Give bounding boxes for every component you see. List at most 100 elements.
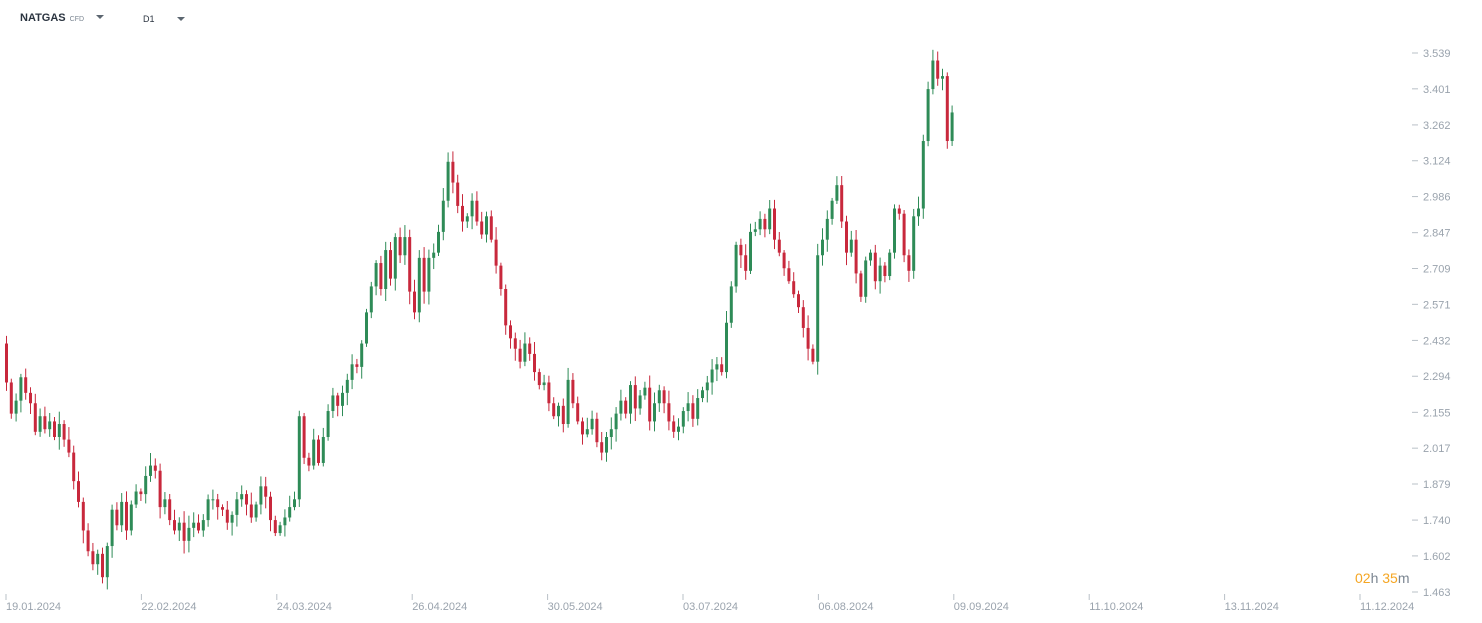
- candle-body: [513, 338, 517, 349]
- candle: [581, 417, 584, 445]
- candle-body: [941, 76, 944, 79]
- candle-body: [86, 530, 90, 552]
- candle: [849, 230, 853, 257]
- candle: [77, 471, 80, 508]
- candle-body: [389, 250, 392, 279]
- countdown-m-unit: m: [1397, 570, 1410, 586]
- time-tick-label: 06.08.2024: [818, 601, 873, 613]
- candle-body: [326, 411, 330, 437]
- candle: [91, 542, 95, 571]
- candle-body: [341, 392, 344, 406]
- candle-body: [451, 161, 455, 183]
- candle: [777, 231, 781, 257]
- candle: [38, 408, 42, 437]
- candle: [264, 476, 268, 509]
- candle: [101, 547, 104, 584]
- candle-body: [125, 501, 128, 531]
- candle-body: [667, 403, 671, 422]
- candle: [307, 452, 311, 472]
- candle-body: [806, 327, 810, 349]
- candle: [629, 381, 632, 424]
- candle-body: [691, 403, 695, 419]
- candle: [163, 492, 167, 515]
- candle-body: [336, 395, 340, 406]
- chart-toolbar: NATGAS CFD D1: [0, 0, 1482, 40]
- candle: [398, 227, 402, 264]
- candle: [648, 375, 652, 431]
- candle: [528, 337, 532, 361]
- candle-body: [19, 377, 23, 401]
- candle-body: [816, 255, 820, 362]
- timeframe-selector[interactable]: D1: [143, 14, 185, 24]
- price-tick-label: 3.539: [1423, 48, 1451, 60]
- time-tick-label: 03.07.2024: [683, 601, 738, 613]
- candle: [451, 151, 455, 194]
- candle: [197, 514, 200, 534]
- candle: [211, 489, 215, 510]
- candle-body: [768, 208, 772, 230]
- candle: [446, 152, 450, 208]
- candle: [240, 485, 244, 507]
- candle: [67, 427, 71, 458]
- candle-body: [269, 496, 272, 521]
- candle-body: [360, 343, 364, 367]
- symbol-selector[interactable]: NATGAS CFD: [20, 12, 105, 24]
- candle: [53, 416, 56, 441]
- candle: [600, 431, 604, 461]
- candle: [341, 385, 344, 417]
- candle-body: [216, 499, 220, 508]
- candle: [312, 428, 316, 470]
- candle-body: [821, 239, 824, 256]
- candle: [360, 340, 364, 379]
- price-tick-label: 3.262: [1423, 120, 1451, 132]
- candle: [921, 134, 925, 219]
- candle: [288, 495, 292, 522]
- candle-body: [945, 76, 949, 142]
- time-tick-label: 11.12.2024: [1360, 601, 1414, 613]
- candle: [302, 412, 306, 465]
- candle: [816, 243, 820, 375]
- candle-body: [902, 213, 906, 256]
- candle-body: [417, 257, 421, 313]
- candle-body: [854, 239, 858, 274]
- candle-body: [72, 452, 76, 482]
- candle-body: [297, 416, 301, 500]
- price-tick-label: 2.155: [1423, 407, 1451, 419]
- candle: [187, 515, 191, 553]
- candle-body: [662, 390, 666, 404]
- candle-body: [5, 343, 8, 383]
- candle: [801, 300, 805, 338]
- candle-body: [398, 237, 402, 256]
- chevron-down-icon: [96, 15, 105, 19]
- candle: [825, 210, 829, 252]
- candle: [533, 342, 536, 381]
- candle-body: [177, 522, 181, 531]
- candle-body: [441, 200, 445, 232]
- candle-body: [557, 405, 560, 417]
- candle: [941, 68, 944, 91]
- candle-body: [561, 405, 565, 425]
- candle: [609, 417, 613, 450]
- candle: [192, 512, 196, 538]
- price-tick-label: 3.401: [1423, 84, 1451, 96]
- candle-body: [518, 348, 522, 362]
- candle-body: [393, 237, 397, 279]
- candle-body: [67, 439, 71, 453]
- candle-body: [168, 499, 172, 521]
- candle-body: [931, 60, 935, 90]
- candle: [537, 368, 541, 390]
- candle-body: [432, 252, 436, 258]
- candle-body: [259, 486, 263, 505]
- candle: [201, 514, 205, 537]
- candle-body: [173, 520, 176, 531]
- candle: [254, 501, 258, 522]
- candle: [297, 410, 301, 507]
- candle: [605, 432, 608, 462]
- candle-body: [413, 291, 416, 313]
- candle: [408, 229, 412, 305]
- chevron-down-icon: [176, 17, 185, 21]
- symbol-type-label: CFD: [69, 16, 85, 23]
- candle-body: [62, 424, 66, 440]
- candle: [672, 415, 676, 438]
